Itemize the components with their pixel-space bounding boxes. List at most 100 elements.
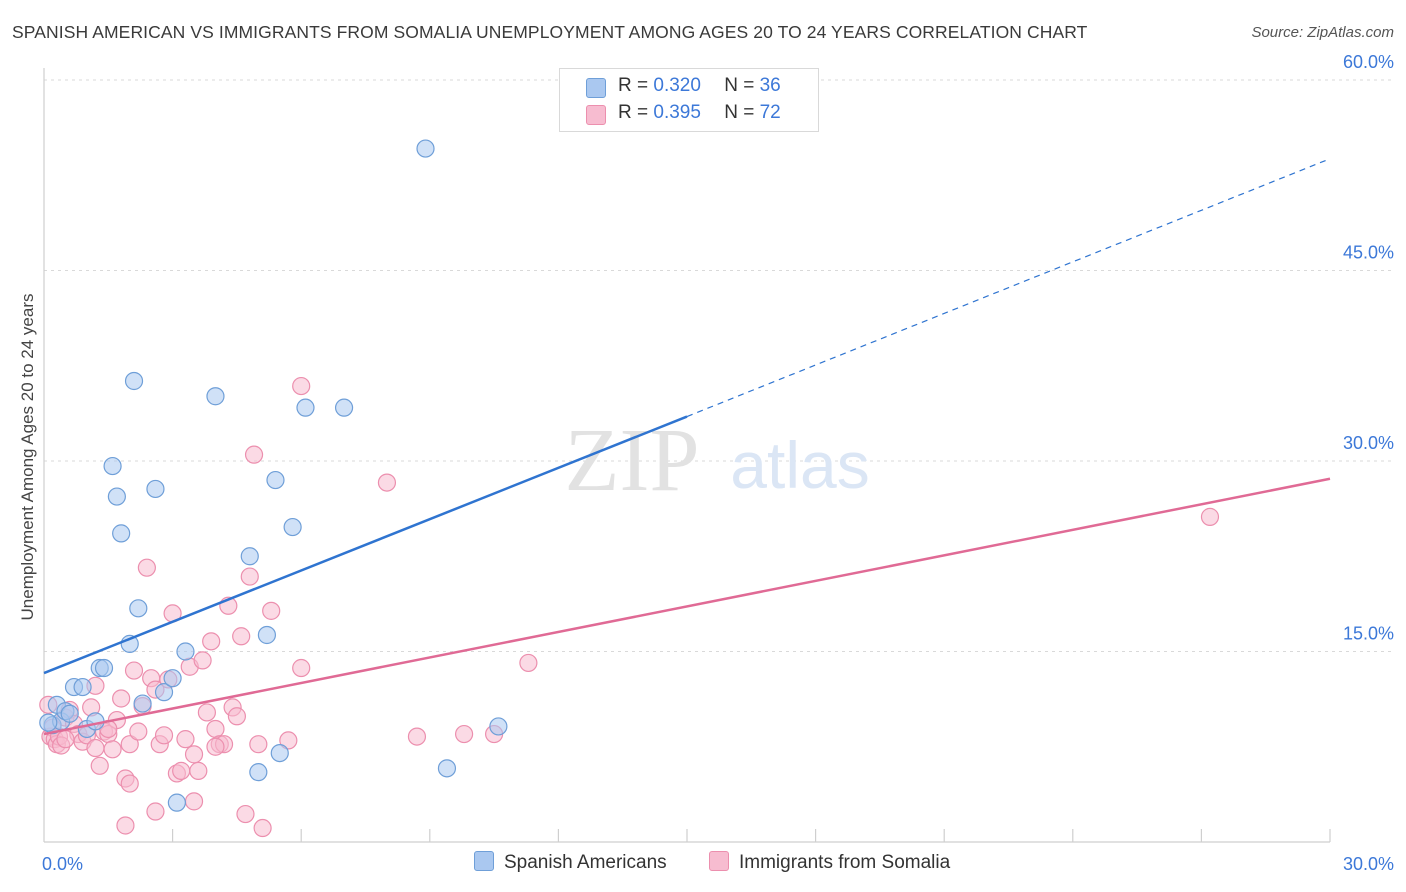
point-spanish-american bbox=[257, 625, 277, 645]
legend-swatch-pink bbox=[709, 851, 729, 871]
legend-label-somalia: Immigrants from Somalia bbox=[739, 852, 951, 873]
point-spanish-american bbox=[489, 717, 508, 736]
point-spanish-american bbox=[296, 398, 315, 417]
point-somalia bbox=[146, 802, 165, 821]
gridlines bbox=[44, 79, 1394, 652]
point-somalia bbox=[172, 761, 191, 780]
point-spanish-american bbox=[124, 371, 144, 391]
point-somalia bbox=[206, 719, 225, 739]
axes bbox=[43, 68, 1331, 843]
point-spanish-american bbox=[86, 712, 105, 731]
y-tick-label: 45.0% bbox=[1343, 243, 1394, 263]
point-somalia bbox=[137, 558, 156, 577]
trend-line-spanish-americans bbox=[43, 415, 688, 675]
tick-labels: 15.0% 30.0% 45.0% 60.0% 0.0% 30.0% bbox=[42, 52, 1394, 874]
point-spanish-american bbox=[176, 642, 195, 661]
point-somalia bbox=[154, 726, 174, 745]
point-somalia bbox=[116, 816, 135, 835]
y-tick-label: 30.0% bbox=[1343, 433, 1394, 453]
legend-item-somalia: Immigrants from Somalia bbox=[709, 851, 950, 874]
point-spanish-american bbox=[163, 669, 182, 688]
point-spanish-american bbox=[146, 479, 165, 499]
point-spanish-american bbox=[167, 793, 186, 812]
legend-swatch-blue bbox=[474, 851, 494, 871]
point-spanish-american bbox=[112, 524, 131, 543]
point-somalia bbox=[112, 689, 131, 708]
trend-lines bbox=[43, 158, 1331, 736]
point-somalia bbox=[202, 632, 221, 651]
point-somalia bbox=[292, 376, 311, 396]
point-spanish-american bbox=[206, 387, 225, 406]
point-somalia bbox=[86, 738, 105, 758]
x-tick-label-max: 30.0% bbox=[1343, 854, 1394, 874]
legend-r-value: 0.320 bbox=[653, 75, 701, 96]
point-somalia bbox=[176, 730, 195, 749]
legend-r-value: 0.395 bbox=[653, 102, 701, 123]
point-somalia bbox=[262, 601, 281, 620]
point-spanish-american bbox=[107, 487, 126, 506]
x-tick-label-min: 0.0% bbox=[42, 854, 83, 874]
legend-r-label: R = bbox=[618, 102, 654, 123]
watermark-zip: ZIP bbox=[565, 411, 700, 510]
point-spanish-american bbox=[437, 759, 457, 778]
legend-n-label: N = bbox=[724, 102, 760, 123]
point-spanish-american bbox=[94, 658, 114, 678]
legend-item-spanish-americans: Spanish Americans bbox=[474, 851, 667, 874]
point-spanish-american bbox=[283, 517, 302, 537]
legend-label-spanish-americans: Spanish Americans bbox=[504, 852, 667, 873]
point-spanish-american bbox=[103, 456, 122, 476]
point-somalia bbox=[236, 804, 255, 824]
point-somalia bbox=[124, 661, 144, 680]
point-spanish-american bbox=[334, 398, 354, 417]
point-spanish-american bbox=[266, 470, 285, 490]
point-somalia bbox=[184, 745, 204, 764]
point-spanish-american bbox=[133, 694, 152, 713]
watermark: ZIP atlas bbox=[565, 411, 870, 510]
point-spanish-american bbox=[270, 743, 289, 763]
point-somalia bbox=[249, 735, 268, 754]
point-somalia bbox=[253, 818, 272, 838]
point-spanish-american bbox=[73, 677, 92, 697]
point-somalia bbox=[129, 722, 148, 741]
point-somalia bbox=[184, 792, 204, 811]
point-somalia bbox=[206, 737, 225, 756]
point-spanish-american bbox=[60, 704, 79, 723]
legend-swatch-pink bbox=[586, 105, 606, 125]
point-spanish-american bbox=[154, 683, 174, 702]
point-somalia bbox=[227, 707, 246, 726]
correlation-legend: R = 0.320 N = 36 R = 0.395 N = 72 bbox=[559, 68, 819, 132]
point-somalia bbox=[56, 730, 75, 749]
point-somalia bbox=[193, 651, 212, 670]
data-points bbox=[39, 139, 1220, 838]
legend-r-label: R = bbox=[618, 75, 654, 96]
trend-line-somalia bbox=[43, 477, 1331, 736]
source-credit: Source: ZipAtlas.com bbox=[1251, 24, 1394, 41]
point-somalia bbox=[407, 727, 427, 746]
legend-n-value: 72 bbox=[759, 102, 781, 123]
chart-title: SPANISH AMERICAN VS IMMIGRANTS FROM SOMA… bbox=[12, 22, 1088, 42]
point-spanish-american bbox=[416, 139, 435, 158]
point-somalia bbox=[90, 756, 109, 775]
legend-n-label: N = bbox=[724, 75, 760, 96]
point-spanish-american bbox=[129, 599, 148, 618]
point-somalia bbox=[120, 774, 139, 793]
point-somalia bbox=[292, 658, 311, 678]
y-tick-label: 15.0% bbox=[1343, 624, 1394, 644]
point-spanish-american bbox=[39, 713, 58, 732]
watermark-atlas: atlas bbox=[730, 428, 869, 502]
point-somalia bbox=[189, 761, 208, 780]
legend-row-somalia: R = 0.395 N = 72 bbox=[586, 102, 781, 125]
point-somalia bbox=[240, 567, 259, 586]
point-somalia bbox=[197, 703, 216, 722]
point-spanish-american bbox=[249, 763, 268, 782]
point-somalia bbox=[454, 724, 474, 744]
legend-row-spanish-americans: R = 0.320 N = 36 bbox=[586, 75, 781, 98]
legend-n-value: 36 bbox=[759, 75, 781, 96]
y-tick-label: 60.0% bbox=[1343, 52, 1394, 72]
point-somalia bbox=[519, 653, 538, 673]
trend-line-spanish-americans-extension bbox=[686, 158, 1331, 418]
point-somalia bbox=[279, 731, 298, 750]
point-somalia bbox=[377, 473, 397, 492]
point-somalia bbox=[1200, 507, 1220, 526]
